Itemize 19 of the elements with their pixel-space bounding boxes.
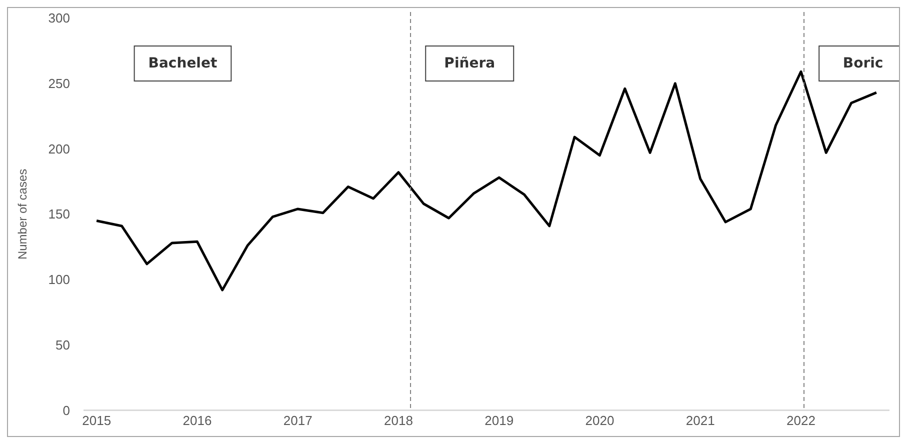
- y-tick-label: 0: [62, 402, 70, 418]
- y-tick-label: 200: [48, 141, 70, 156]
- x-tick-label: 2018: [384, 412, 413, 428]
- y-tick-label: 150: [48, 206, 70, 222]
- x-tick-label: 2015: [82, 412, 112, 428]
- x-tick-label: 2017: [283, 412, 312, 428]
- y-tick-label: 50: [56, 338, 70, 352]
- annotation: Bachelet: [148, 56, 218, 72]
- x-tick-label: 2021: [686, 412, 715, 428]
- annotation: Piñera: [444, 56, 496, 72]
- y-tick-label: 300: [48, 10, 70, 26]
- x-tick-label: 2016: [182, 412, 212, 428]
- y-axis-title: Number of cases: [16, 168, 30, 260]
- annotation: Boric: [842, 56, 884, 72]
- y-tick-label: 250: [48, 76, 70, 91]
- x-tick-label: 2022: [786, 412, 816, 428]
- x-tick-label: 2019: [484, 412, 514, 428]
- x-tick-label: 2020: [585, 412, 614, 428]
- y-tick-label: 100: [48, 272, 70, 288]
